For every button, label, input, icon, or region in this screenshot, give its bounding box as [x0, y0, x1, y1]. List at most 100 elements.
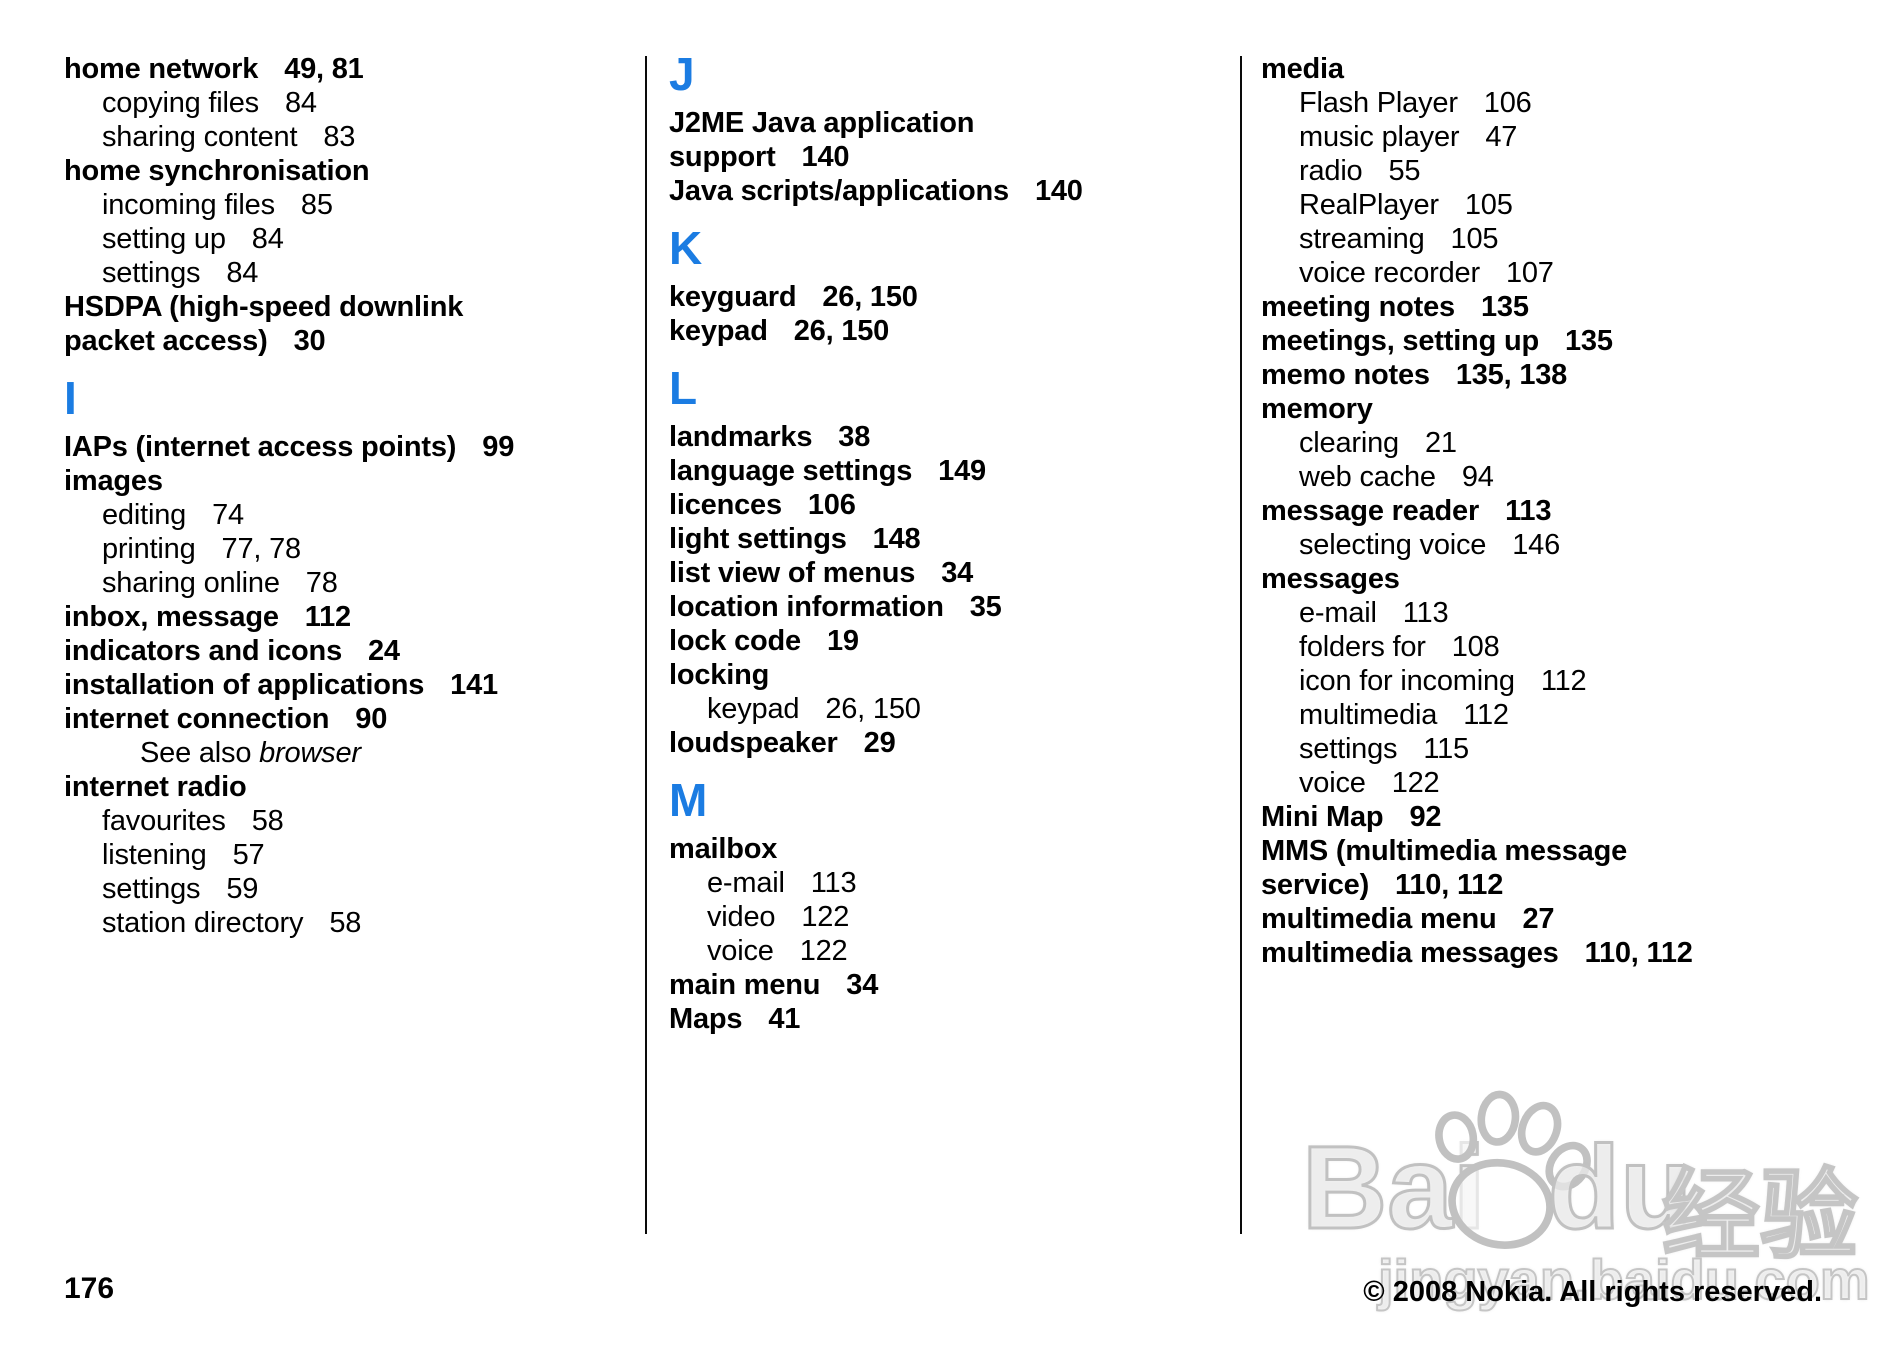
index-entry-label: service) — [1261, 869, 1370, 901]
index-entry-label: RealPlayer — [1299, 189, 1439, 221]
index-entry-label: keypad — [707, 693, 800, 725]
index-entry-line: J2ME Java application — [669, 106, 1180, 140]
index-entry-line: RealPlayer 105 — [1299, 188, 1791, 222]
index-subentry: Flash Player 106 — [1261, 86, 1791, 120]
index-entry-line: Mini Map 92 — [1261, 800, 1791, 834]
index-entry-line: streaming 105 — [1299, 222, 1791, 256]
index-entry-line: installation of applications 141 — [64, 668, 579, 702]
index-entry-line: keypad 26, 150 — [707, 692, 1180, 726]
page-numbers: 77, 78 — [221, 533, 302, 565]
index-entry-label: language settings — [669, 455, 913, 487]
index-entry: multimedia messages 110, 112 — [1261, 936, 1791, 970]
index-entry-line: locking — [669, 658, 1180, 692]
index-entry-label: setting up — [102, 223, 226, 255]
copyright-notice: © 2008 Nokia. All rights reserved. — [1363, 1276, 1822, 1308]
index-subentry: voice 122 — [669, 934, 1180, 968]
index-entry-label: message reader — [1261, 495, 1480, 527]
index-entry-label: inbox, message — [64, 601, 279, 633]
index-entry: meetings, setting up 135 — [1261, 324, 1791, 358]
index-entry-line: location information 35 — [669, 590, 1180, 624]
index-entry-line: voice recorder 107 — [1299, 256, 1791, 290]
index-entry: locking — [669, 658, 1180, 692]
index-entry-line: favourites 58 — [102, 804, 579, 838]
index-subentry: RealPlayer 105 — [1261, 188, 1791, 222]
index-entry: messages — [1261, 562, 1791, 596]
index-entry-line: multimedia messages 110, 112 — [1261, 936, 1791, 970]
index-entry-line: language settings 149 — [669, 454, 1180, 488]
index-entry: inbox, message 112 — [64, 600, 579, 634]
index-entry-line: home network 49, 81 — [64, 52, 579, 86]
index-entry-label: images — [64, 465, 163, 497]
index-entry-label: folders for — [1299, 631, 1426, 663]
page-numbers: 55 — [1388, 155, 1421, 187]
index-entry-label: settings — [102, 257, 201, 289]
index-entry-line: internet radio — [64, 770, 579, 804]
index-entry: home network 49, 81 — [64, 52, 579, 86]
index-entry-line: selecting voice 146 — [1299, 528, 1791, 562]
watermark-text-jingyan-cn: 经验 — [1661, 1159, 1860, 1272]
index-entry-label: e-mail — [707, 867, 785, 899]
page-numbers: 112 — [304, 601, 351, 633]
index-entry-line: images — [64, 464, 579, 498]
page-numbers: 57 — [232, 839, 265, 871]
index-entry-label: video — [707, 901, 776, 933]
page-numbers: 110, 112 — [1395, 869, 1504, 901]
index-entry-line: radio 55 — [1299, 154, 1791, 188]
index-entry-line: video 122 — [707, 900, 1180, 934]
index-entry: home synchronisation — [64, 154, 579, 188]
index-entry: Maps 41 — [669, 1002, 1180, 1036]
index-entry-label: support — [669, 141, 776, 173]
index-entry-label: multimedia messages — [1261, 937, 1559, 969]
index-entry: main menu 34 — [669, 968, 1180, 1002]
index-entry-label: settings — [102, 873, 201, 905]
page-numbers: 112 — [1540, 665, 1587, 697]
page-numbers: 35 — [969, 591, 1002, 623]
page-numbers: 108 — [1451, 631, 1500, 663]
index-entry-label: internet radio — [64, 771, 247, 803]
page-numbers: 148 — [872, 523, 921, 555]
index-entry-line: memory — [1261, 392, 1791, 426]
index-entry: landmarks 38 — [669, 420, 1180, 454]
index-entry-label: Flash Player — [1299, 87, 1458, 119]
index-entry-line: light settings 148 — [669, 522, 1180, 556]
page-numbers: 141 — [450, 669, 498, 701]
page-numbers: 84 — [251, 223, 284, 255]
index-entry-label: listening — [102, 839, 207, 871]
index-entry-line: folders for 108 — [1299, 630, 1791, 664]
index-subentry: settings 115 — [1261, 732, 1791, 766]
page-numbers: 135 — [1564, 325, 1613, 357]
index-subentry: settings 84 — [64, 256, 579, 290]
index-entry-label: indicators and icons — [64, 635, 342, 667]
page-numbers: 58 — [251, 805, 284, 837]
index-entry: images — [64, 464, 579, 498]
index-entry-label: printing — [102, 533, 196, 565]
index-entry: indicators and icons 24 — [64, 634, 579, 668]
section-letter-J: J — [669, 48, 695, 100]
see-also-prefix: See also — [140, 737, 260, 769]
index-entry-line: meeting notes 135 — [1261, 290, 1791, 324]
see-also-target: browser — [259, 737, 361, 769]
index-entry-label: e-mail — [1299, 597, 1377, 629]
index-entry-label: sharing content — [102, 121, 298, 153]
index-entry-line: IAPs (internet access points) 99 — [64, 430, 579, 464]
index-entry-line: setting up 84 — [102, 222, 579, 256]
index-entry-label: editing — [102, 499, 187, 531]
index-entry: multimedia menu 27 — [1261, 902, 1791, 936]
index-subentry: listening 57 — [64, 838, 579, 872]
index-entry-label: favourites — [102, 805, 226, 837]
index-entry: memo notes 135, 138 — [1261, 358, 1791, 392]
page-numbers: 27 — [1522, 903, 1555, 935]
index-entry-label: music player — [1299, 121, 1460, 153]
index-entry-label: location information — [669, 591, 944, 623]
index-entry-label: multimedia — [1299, 699, 1438, 731]
index-entry: list view of menus 34 — [669, 556, 1180, 590]
index-entry-line: HSDPA (high-speed downlink — [64, 290, 579, 324]
page-numbers: 24 — [368, 635, 400, 667]
page-numbers: 122 — [801, 901, 850, 933]
index-entry: media — [1261, 52, 1791, 86]
index-entry-line: listening 57 — [102, 838, 579, 872]
index-entry-line: inbox, message 112 — [64, 600, 579, 634]
index-entry: message reader 113 — [1261, 494, 1791, 528]
see-also-reference: See also browser — [64, 736, 579, 770]
